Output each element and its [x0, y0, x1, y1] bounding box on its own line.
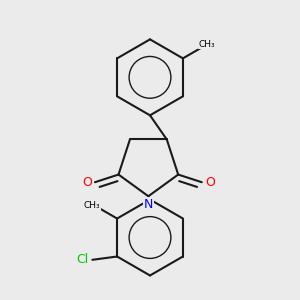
Text: O: O	[205, 176, 215, 189]
Text: N: N	[144, 198, 153, 211]
Text: CH₃: CH₃	[83, 202, 100, 211]
Text: O: O	[82, 176, 92, 189]
Text: CH₃: CH₃	[199, 40, 215, 49]
Text: Cl: Cl	[76, 253, 88, 266]
